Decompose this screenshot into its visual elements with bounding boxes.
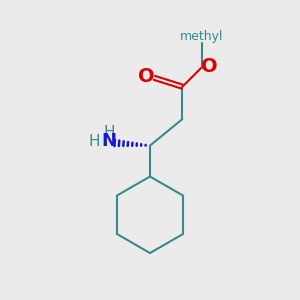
Text: O: O [138,67,154,86]
Text: H: H [88,134,100,149]
Text: N: N [101,132,116,150]
Text: H: H [103,125,115,140]
Text: methyl: methyl [180,29,223,43]
Text: O: O [201,57,218,76]
